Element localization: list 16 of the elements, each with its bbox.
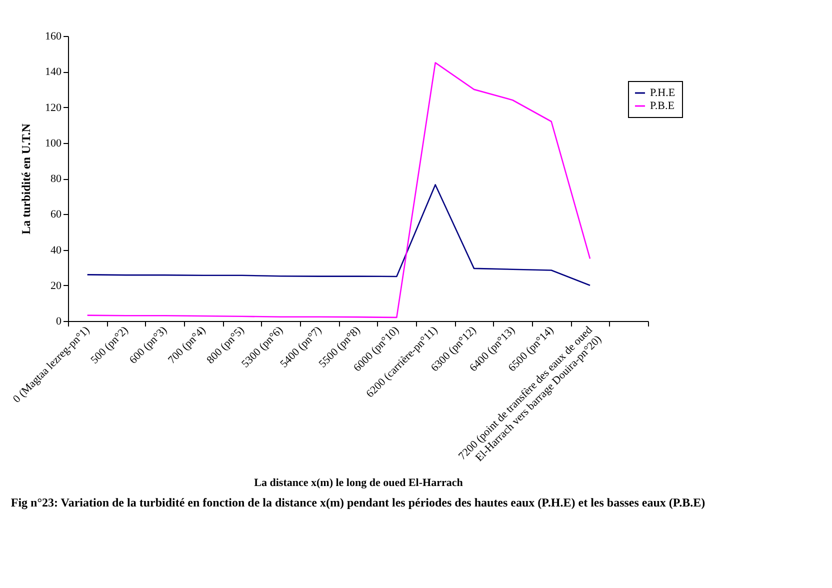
y-axis-title: La turbidité en U.T.N — [19, 123, 33, 234]
y-tick-label: 0 — [56, 316, 62, 328]
x-axis-title: La distance x(m) le long de oued El-Harrach — [254, 477, 463, 490]
line-series — [86, 184, 591, 286]
y-tick-label: 40 — [50, 244, 62, 256]
text: Fig n°23: Variation de la turbidité en fonction de la distance x(m) pendant les périodes des hautes eaux (P.H.E) et les basses eaux (P.B.E) — [10, 496, 706, 510]
y-tick-label: 100 — [45, 137, 62, 150]
y-tick-label: 160 — [45, 30, 62, 42]
legend-label: P.B.E — [650, 100, 675, 112]
y-tick-label: 120 — [45, 102, 62, 114]
legend-label: P.H.E — [650, 87, 676, 99]
y-tick-label: 140 — [45, 66, 62, 78]
line-series — [86, 62, 591, 318]
y-tick-label: 80 — [50, 173, 62, 185]
y-tick-label: 60 — [50, 208, 62, 221]
y-tick-label: 20 — [50, 280, 62, 292]
